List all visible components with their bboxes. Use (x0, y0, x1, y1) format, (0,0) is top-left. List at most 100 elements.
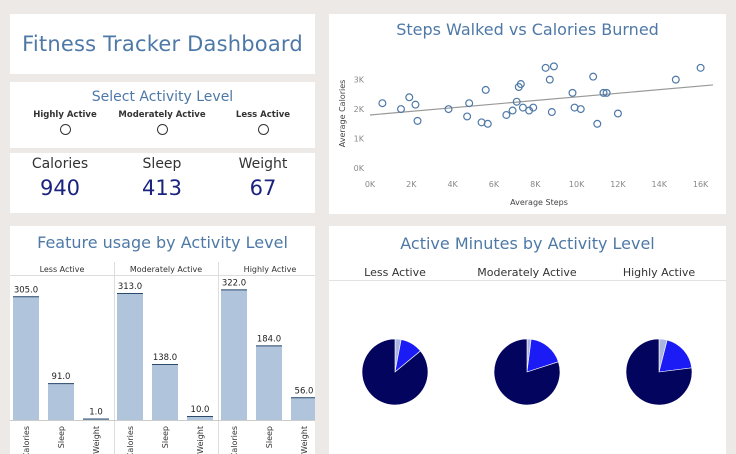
kpi-weight: Weight 67 (213, 156, 313, 200)
scatter-point (541, 63, 550, 72)
bar-data-label: 313.0 (118, 282, 142, 292)
bar-category-label: Calories (126, 426, 135, 454)
scatter-title: Steps Walked vs Calories Burned (396, 20, 659, 39)
panel-header-label: Moderately Active (130, 265, 202, 274)
scatter-point (599, 88, 608, 97)
x-tick-label: 16K (693, 180, 709, 189)
bar (221, 289, 247, 420)
radio-button-less-active[interactable] (257, 124, 269, 135)
scatter-point (613, 109, 622, 118)
bar (117, 293, 143, 420)
scatter-point (405, 93, 414, 102)
radio-option-moderately-active[interactable]: Moderately Active (107, 110, 217, 139)
scatter-point (576, 105, 585, 114)
x-tick-label: 0K (365, 180, 376, 189)
bar-data-label: 305.0 (14, 285, 38, 295)
scatter-point (396, 105, 405, 114)
x-tick-label: 12K (610, 180, 626, 189)
scatter-point (549, 62, 558, 71)
kpi-value: 67 (249, 176, 277, 200)
x-tick-label: 6K (489, 180, 500, 189)
feature-usage-title: Feature usage by Activity Level (37, 233, 288, 252)
x-tick-label: 14K (652, 180, 668, 189)
scatter-point (508, 106, 517, 115)
pie-slice (658, 339, 693, 373)
radio-label: Less Active (235, 110, 291, 120)
pie-header-label: Highly Active (623, 266, 696, 279)
scatter-chart-panel: Steps Walked vs Calories Burned 0K 1K 2K 3K… (329, 14, 726, 214)
radio-option-less-active[interactable]: Less Active (208, 110, 318, 139)
scatter-point (545, 75, 554, 84)
kpi-sleep: Sleep 413 (112, 156, 212, 200)
scatter-point (465, 99, 474, 108)
activity-filter-panel: Select Activity Level Highly Active Mode… (10, 82, 315, 148)
scatter-point (518, 103, 527, 112)
y-axis-label: Average Calories (338, 80, 347, 148)
x-tick-label: 2K (406, 180, 417, 189)
pie-slice (625, 338, 693, 406)
kpi-panel: Calories 940 Sleep 413 Weight 67 (10, 153, 315, 213)
kpi-calories: Calories 940 (10, 156, 110, 200)
scatter-point (529, 103, 538, 112)
y-tick-label: 0K (354, 164, 365, 173)
scatter-point (696, 63, 705, 72)
pie-header-label: Less Active (364, 266, 426, 279)
radio-label: Moderately Active (118, 110, 206, 120)
kpi-value: 413 (141, 176, 183, 200)
bar-data-label: 10.0 (191, 405, 210, 415)
bar-data-label: 184.0 (257, 334, 281, 344)
scatter-point (547, 108, 556, 117)
bar-category-label: Calories (230, 426, 239, 454)
radio-button-highly-active[interactable] (59, 124, 71, 135)
bar-data-label: 1.0 (89, 408, 103, 418)
active-minutes-panel: Active Minutes by Activity Level Less Ac… (329, 226, 726, 454)
scatter-point (483, 119, 492, 128)
kpi-label: Sleep (142, 156, 182, 172)
filter-title: Select Activity Level (91, 89, 234, 105)
bar (48, 383, 74, 420)
bar (187, 415, 213, 420)
radio-option-highly-active[interactable]: Highly Active (10, 110, 120, 139)
feature-usage-chart[interactable]: Less Active 305.0 Calories 91.0 Sleep 1.0 Weig… (10, 226, 315, 454)
x-tick-label: 4K (447, 180, 458, 189)
scatter-point (512, 97, 521, 106)
dashboard-title: Fitness Tracker Dashboard (22, 32, 303, 56)
bar (13, 296, 39, 420)
radio-label: Highly Active (33, 110, 97, 120)
scatter-chart[interactable]: 0K 1K 2K 3K 0K 2K 4K 6K 8K 10K 12K 14K 16K Average St… (329, 14, 726, 214)
scatter-point (444, 105, 453, 114)
bar-category-label: Weight (196, 426, 205, 454)
active-minutes-title: Active Minutes by Activity Level (400, 234, 655, 253)
pie-slice (361, 338, 429, 406)
x-axis-label: Average Steps (510, 198, 568, 207)
kpi-label: Weight (238, 156, 288, 172)
bar-category-label: Sleep (265, 426, 274, 448)
bar-category-label: Weight (92, 426, 101, 454)
scatter-point (378, 99, 387, 108)
feature-usage-panel: Feature usage by Activity Level Less Act… (10, 226, 315, 454)
pie-header-label: Moderately Active (477, 266, 577, 279)
panel-header-label: Highly Active (244, 265, 297, 274)
y-tick-label: 2K (354, 105, 365, 114)
kpi-label: Calories (31, 156, 89, 172)
x-tick-label: 8K (530, 180, 541, 189)
scatter-point (411, 100, 420, 109)
bar-category-label: Sleep (57, 426, 66, 448)
bar (291, 397, 315, 420)
scatter-point (589, 72, 598, 81)
scatter-point (593, 119, 602, 128)
bar-data-label: 56.0 (295, 386, 314, 396)
bar (256, 345, 282, 420)
scatter-point (413, 116, 422, 125)
activity-radio-group: Highly Active Moderately Active Less Act… (10, 105, 315, 141)
bar-category-label: Calories (22, 426, 31, 454)
bar-data-label: 322.0 (222, 278, 246, 288)
active-minutes-chart[interactable]: Less Active Moderately Active Highly Activ… (329, 226, 726, 454)
panel-header-label: Less Active (40, 265, 85, 274)
scatter-point (463, 112, 472, 121)
scatter-point (516, 80, 525, 89)
radio-button-moderately-active[interactable] (156, 124, 168, 135)
y-tick-label: 3K (354, 76, 365, 85)
scatter-point (481, 85, 490, 94)
scatter-point (671, 75, 680, 84)
